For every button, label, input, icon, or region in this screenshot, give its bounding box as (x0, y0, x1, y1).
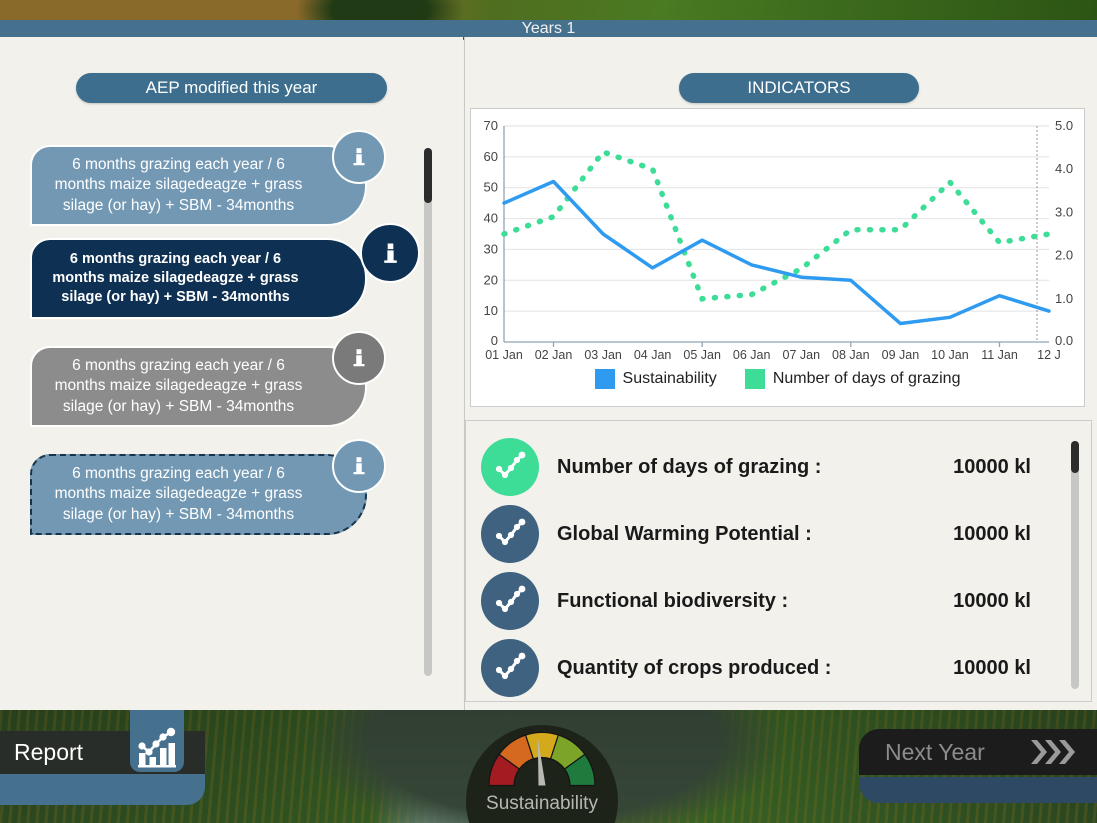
svg-text:02 Jan: 02 Jan (535, 348, 573, 362)
svg-text:40: 40 (484, 211, 498, 226)
svg-text:10: 10 (484, 303, 498, 318)
svg-text:1.0: 1.0 (1055, 291, 1073, 306)
svg-text:08 Jan: 08 Jan (832, 348, 870, 362)
svg-text:50: 50 (484, 180, 498, 195)
svg-text:11 Jan: 11 Jan (981, 348, 1018, 362)
svg-text:09 Jan: 09 Jan (882, 348, 920, 362)
svg-text:70: 70 (484, 118, 498, 133)
svg-text:5.0: 5.0 (1055, 118, 1073, 133)
svg-text:0: 0 (491, 333, 498, 348)
svg-text:01 Jan: 01 Jan (485, 348, 523, 362)
svg-text:0.0: 0.0 (1055, 333, 1073, 348)
svg-text:06 Jan: 06 Jan (733, 348, 771, 362)
svg-text:30: 30 (484, 241, 498, 256)
svg-text:2.0: 2.0 (1055, 248, 1073, 263)
svg-text:04 Jan: 04 Jan (634, 348, 672, 362)
svg-text:20: 20 (484, 272, 498, 287)
svg-text:10 Jan: 10 Jan (931, 348, 969, 362)
svg-text:12 J: 12 J (1037, 348, 1061, 362)
svg-text:05 Jan: 05 Jan (683, 348, 721, 362)
svg-text:4.0: 4.0 (1055, 161, 1073, 176)
svg-text:07 Jan: 07 Jan (783, 348, 821, 362)
svg-text:3.0: 3.0 (1055, 204, 1073, 219)
svg-text:03 Jan: 03 Jan (584, 348, 622, 362)
svg-text:60: 60 (484, 149, 498, 164)
